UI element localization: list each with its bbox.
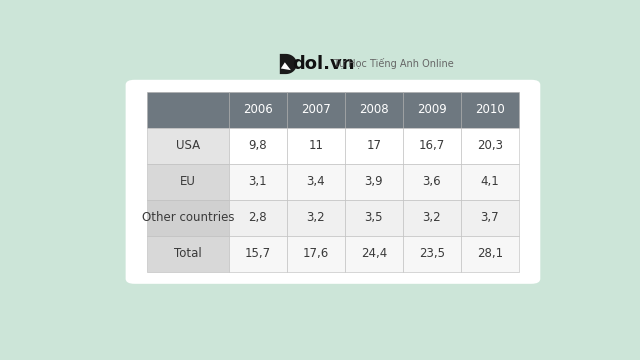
Bar [147, 92, 229, 128]
FancyBboxPatch shape [125, 80, 540, 284]
Text: 11: 11 [308, 139, 323, 152]
Polygon shape [280, 54, 297, 74]
Text: 3,1: 3,1 [248, 175, 267, 188]
Text: 17,6: 17,6 [303, 247, 329, 260]
Text: Tự Học Tiếng Anh Online: Tự Học Tiếng Anh Online [333, 58, 454, 69]
Text: 2006: 2006 [243, 103, 273, 116]
Text: 16,7: 16,7 [419, 139, 445, 152]
Text: Other countries: Other countries [141, 211, 234, 224]
Text: 2,8: 2,8 [248, 211, 267, 224]
Bar [345, 236, 403, 272]
Bar [345, 200, 403, 236]
Text: 23,5: 23,5 [419, 247, 445, 260]
Bar [229, 200, 287, 236]
Text: 2008: 2008 [359, 103, 388, 116]
Bar [403, 236, 461, 272]
Bar [229, 164, 287, 200]
Bar [461, 236, 519, 272]
Text: EU: EU [180, 175, 196, 188]
Text: 2010: 2010 [475, 103, 505, 116]
Bar [345, 128, 403, 164]
Text: 3,5: 3,5 [365, 211, 383, 224]
Bar [287, 200, 345, 236]
Text: 3,2: 3,2 [307, 211, 325, 224]
Text: dol.vn: dol.vn [292, 55, 355, 73]
Bar [461, 128, 519, 164]
Bar [461, 164, 519, 200]
Bar [461, 200, 519, 236]
Bar [287, 236, 345, 272]
Text: 4,1: 4,1 [481, 175, 499, 188]
Text: USA: USA [176, 139, 200, 152]
Bar [403, 200, 461, 236]
Text: 3,2: 3,2 [422, 211, 441, 224]
Text: 3,7: 3,7 [481, 211, 499, 224]
Text: 24,4: 24,4 [361, 247, 387, 260]
Bar [229, 128, 287, 164]
Bar [345, 92, 403, 128]
Text: 3,6: 3,6 [422, 175, 441, 188]
Bar [403, 164, 461, 200]
Text: 20,3: 20,3 [477, 139, 503, 152]
Text: 17: 17 [366, 139, 381, 152]
Bar [287, 164, 345, 200]
Bar [345, 164, 403, 200]
Bar [147, 236, 229, 272]
Bar [147, 164, 229, 200]
Text: 9,8: 9,8 [248, 139, 267, 152]
Bar [147, 200, 229, 236]
Text: 3,4: 3,4 [307, 175, 325, 188]
Text: 2007: 2007 [301, 103, 331, 116]
Bar [147, 128, 229, 164]
Bar [287, 128, 345, 164]
Text: 3,9: 3,9 [365, 175, 383, 188]
Text: 28,1: 28,1 [477, 247, 503, 260]
Text: Total: Total [174, 247, 202, 260]
Bar [287, 92, 345, 128]
Bar [229, 236, 287, 272]
Bar [229, 92, 287, 128]
Text: 2009: 2009 [417, 103, 447, 116]
Text: 15,7: 15,7 [244, 247, 271, 260]
Bar [403, 92, 461, 128]
Bar [461, 92, 519, 128]
Polygon shape [281, 62, 291, 70]
Bar [403, 128, 461, 164]
